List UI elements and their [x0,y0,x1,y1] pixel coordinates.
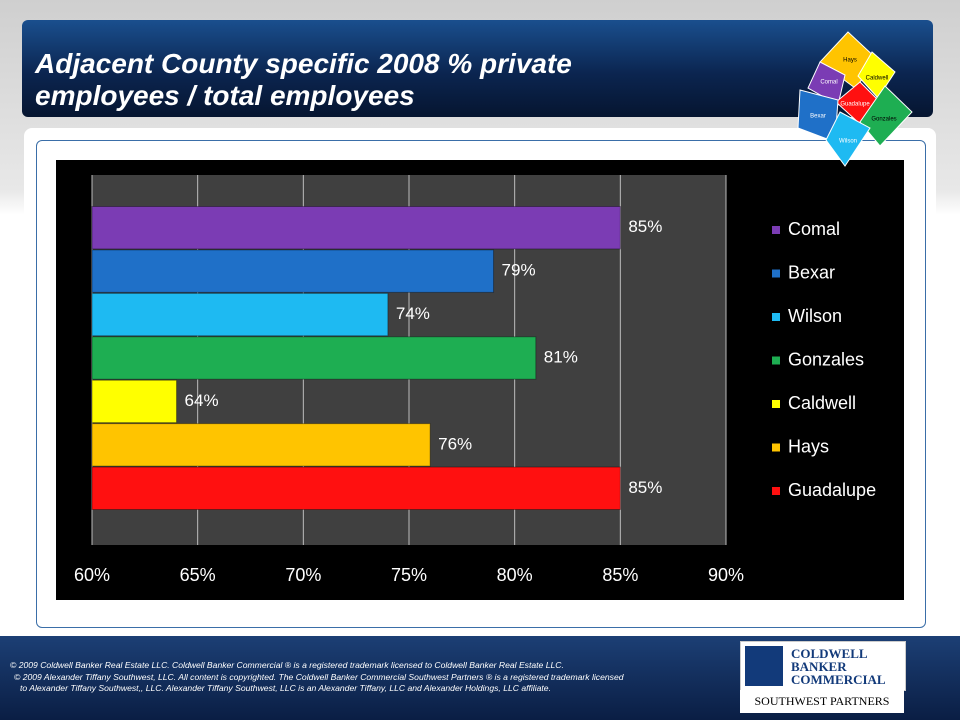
map-label: Caldwell [866,76,889,82]
logo-text: COLDWELL [791,646,868,661]
bar [91,336,537,380]
legend-marker [772,400,780,408]
value-label: 79% [502,261,536,280]
legend-marker [772,313,780,321]
legend-marker [772,269,780,278]
logo-tagline: SOUTHWEST PARTNERS [740,690,904,713]
slide-title: Adjacent County specific 2008 % private … [35,48,572,111]
value-label: 85% [628,217,662,236]
logo-text: BANKER [791,659,847,674]
legend-label: Guadalupe [788,480,876,500]
legend-marker [772,443,780,452]
bar [91,423,431,467]
value-label: 85% [628,478,662,497]
bar [91,292,389,337]
logo: COLDWELL BANKER COMMERCIAL [740,641,906,691]
x-tick-label: 75% [391,565,427,585]
value-label: 76% [438,434,472,453]
x-tick-label: 90% [708,565,744,585]
legend-label: Wilson [788,306,842,326]
map-label: Guadalupe [840,102,870,108]
legend-label: Gonzales [788,349,864,369]
map-label: Hays [843,58,857,64]
content-frame [36,140,926,628]
logo-emblem [745,646,783,686]
legend-marker [772,356,780,365]
bar [91,466,621,511]
map-label: Comal [820,80,837,86]
legend-marker [772,226,780,234]
legend-marker [772,487,780,495]
logo-text: COMMERCIAL [791,672,886,687]
map-region [859,85,913,147]
value-label: 81% [544,347,578,366]
x-tick-label: 65% [180,565,216,585]
footer-line: © 2009 Alexander Tiffany Southwest, LLC.… [14,672,624,682]
x-tick-label: 85% [602,565,638,585]
legend-label: Caldwell [788,393,856,413]
map-label: Wilson [839,139,857,145]
county-map: Hays Comal Caldwell Guadalupe Bexar Gonz… [797,31,913,167]
map-label: Gonzales [871,117,896,123]
x-tick-label: 70% [285,565,321,585]
value-label: 64% [185,391,219,410]
map-label: Bexar [810,114,826,120]
footer-line: © 2009 Coldwell Banker Real Estate LLC. … [10,660,564,670]
bar [91,206,621,250]
x-tick-label: 60% [74,565,110,585]
legend-label: Hays [788,436,829,456]
value-label: 74% [396,304,430,323]
bar [91,379,178,424]
x-tick-label: 80% [497,565,533,585]
legend-label: Comal [788,219,840,239]
title-bar [22,20,933,117]
map-region [825,111,871,167]
legend-label: Bexar [788,262,835,282]
footer-line: to Alexander Tiffany Southwest,, LLC. Al… [20,683,551,693]
bar [91,249,495,293]
